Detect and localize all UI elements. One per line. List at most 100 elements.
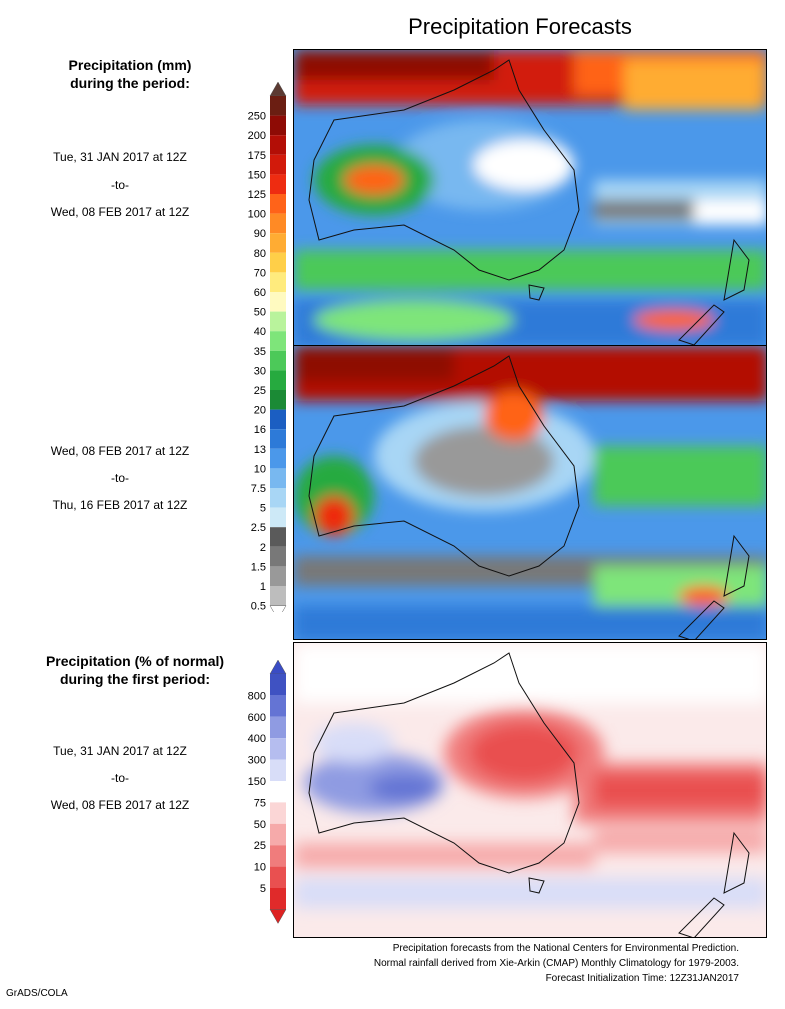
mm-scale-swatch [270,586,286,606]
period1-end: Wed, 08 FEB 2017 at 12Z [50,205,190,219]
mm-scale-swatch [270,154,286,175]
pct-scale-label: 5 [260,883,266,895]
mm-scale-swatch [270,174,286,194]
period2-sep: -to- [111,471,129,485]
mm-scale-swatch [270,311,286,332]
mm-color-scale: 250 200 175 150 125 100 90 80 70 60 50 40 35 30 25 20 16… [228,81,288,621]
mm-scale-swatch [270,213,286,234]
mm-scale-label: 1.5 [251,561,266,573]
footer: Precipitation forecasts from the Nationa… [219,941,739,986]
mm-scale-svg: 2502001751501251009080706050403530252016… [248,81,287,621]
mm-scale-label: 1 [260,581,266,593]
mm-scale-swatch [270,566,286,586]
pct-scale-swatch [270,845,286,867]
mm-scale-label: 0.5 [251,601,266,612]
mm-scale-label: 2.5 [251,522,266,534]
mm-scale-label: 250 [248,111,266,123]
pct-scale-swatch [270,695,286,717]
pct-scale-label: 600 [248,712,266,724]
mm-scale-swatch [270,468,286,488]
pct-scale-label: 25 [254,840,266,852]
mm-scale-swatch [270,96,286,116]
mm-scale-label: 60 [254,287,266,299]
footer-line3: Forecast Initialization Time: 12Z31JAN20… [545,973,739,984]
mm-scale-bottom-arrow [269,605,287,621]
mm-scale-label: 13 [254,444,266,456]
mm-scale-label: 100 [248,209,266,221]
footer-line2: Normal rainfall derived from Xie-Arkin (… [373,958,739,969]
pct-scale-swatch [270,738,286,760]
period3-end: Wed, 08 FEB 2017 at 12Z [50,798,190,812]
period2-start: Wed, 08 FEB 2017 at 12Z [50,444,190,458]
mm-scale-swatch [270,115,286,136]
mm-scale-label: 20 [254,405,266,417]
period1-start: Tue, 31 JAN 2017 at 12Z [53,150,187,164]
credit-label: GrADS/COLA [6,988,68,999]
mm-scale-swatch [270,390,286,410]
mm-scale-label: 2 [260,542,266,554]
mm-scale-swatch [270,409,286,430]
pct-normal-map [294,643,766,937]
pct-scale-label: 300 [248,755,266,767]
pct-scale-svg: 800 600 400 300 150 75 50 25 10 5 [248,659,287,924]
mm-scale-label: 5 [260,503,266,515]
pct-scale-bottom-arrow [269,909,287,924]
mm-scale-label: 35 [254,346,266,358]
pct-scale-swatch [270,866,286,888]
mm-scale-swatch [270,488,286,508]
mm-heading-line1: Precipitation (mm) [68,57,192,73]
mm-scale-swatch [270,507,286,528]
mm-scale-label: 7.5 [251,483,266,495]
mm-scale-label: 30 [254,365,266,377]
mm-scale-swatch [270,331,286,351]
mm-scale-swatch [270,252,286,273]
pct-scale-label: 800 [248,690,266,702]
mm-scale-swatch [270,546,286,567]
pct-scale-swatch [270,823,286,846]
mm-scale-swatch [270,527,286,547]
mm-scale-label: 16 [254,424,266,436]
mm-scale-label: 80 [254,248,266,260]
period1-sep: -to- [111,178,129,192]
pct-scale-swatch [270,716,286,739]
mm-scale-label: 175 [248,150,266,162]
mm-scale-label: 125 [248,189,266,201]
mm-scale-swatch [270,194,286,214]
pct-scale-label: 400 [248,733,266,745]
page-title: Precipitation Forecasts [408,14,632,39]
mm-heading: Precipitation (mm) during the period: [20,56,240,92]
mm-scale-top-arrow [269,81,287,97]
pct-scale-swatch [270,759,286,781]
mm-scale-swatch [270,233,286,253]
mm-scale-label: 200 [248,130,266,142]
mm-scale-swatch [270,429,286,449]
pct-color-scale: 800 600 400 300 150 75 50 25 10 5 [228,659,288,924]
mm-scale-swatch [270,350,286,371]
mm-scale-label: 10 [254,463,266,475]
pct-scale-swatch [270,888,286,910]
pct-scale-top-arrow [269,659,287,675]
mm-scale-swatch [270,448,286,469]
mm-scale-swatch [270,135,286,155]
period3-sep: -to- [111,771,129,785]
mm-scale-label: 90 [254,228,266,240]
map-panel-period2 [293,345,767,640]
pct-heading: Precipitation (% of normal) during the f… [20,652,250,688]
mm-scale-label: 50 [254,307,266,319]
mm-heading-line2: during the period: [70,75,190,91]
period2-end: Thu, 16 FEB 2017 at 12Z [52,498,188,512]
precip-map-period2 [294,346,766,639]
footer-line1: Precipitation forecasts from the Nationa… [392,943,739,954]
mm-scale-label: 40 [254,326,266,338]
map-panel-period1 [293,49,767,346]
pct-scale-swatch [270,802,286,824]
map-panel-pct-normal [293,642,767,938]
mm-scale-label: 25 [254,385,266,397]
pct-scale-label: 75 [254,797,266,809]
pct-scale-label: 10 [254,862,266,874]
period3-start: Tue, 31 JAN 2017 at 12Z [53,744,187,758]
pct-scale-swatch [270,674,286,696]
mm-scale-swatch [270,370,286,390]
pct-scale-swatch [270,781,286,803]
mm-scale-swatch [270,292,286,312]
